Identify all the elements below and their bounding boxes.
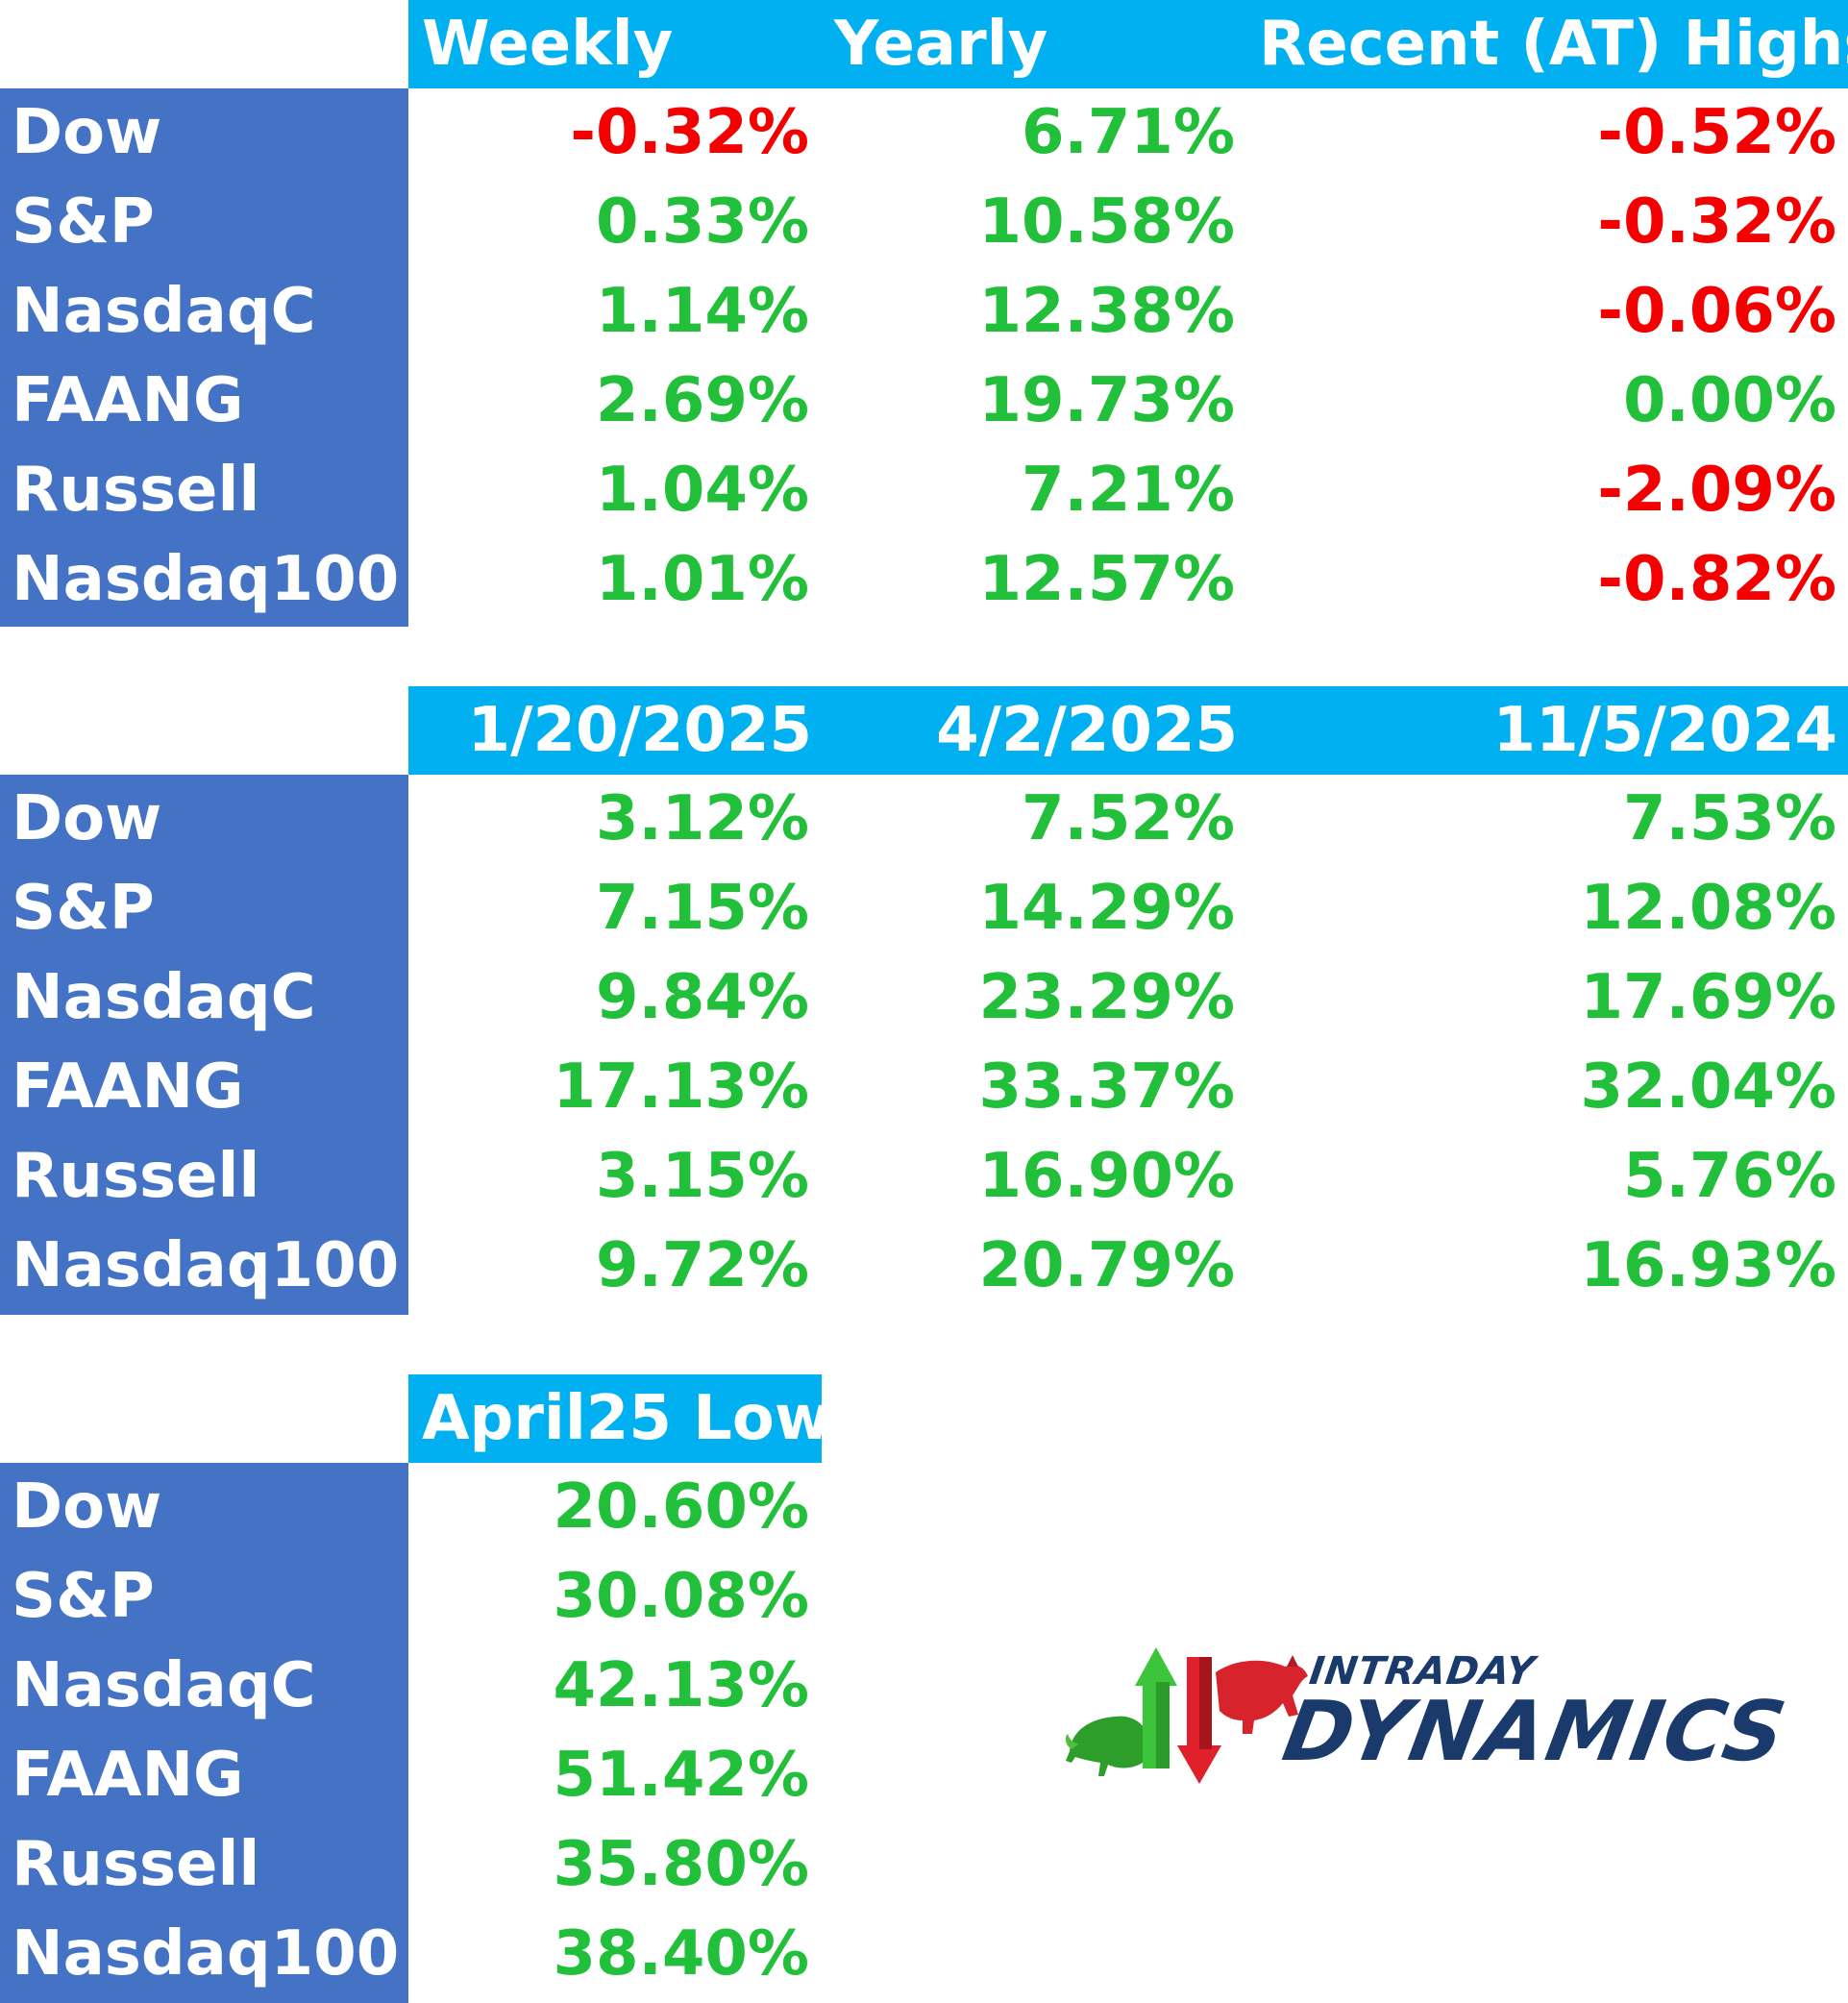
down-arrow-icon — [1177, 1657, 1221, 1784]
row-label-column — [0, 775, 408, 1315]
table-row: Dow 3.12% 7.52% 7.53% — [0, 775, 1848, 864]
table-row: FAANG 17.13% 33.37% 32.04% — [0, 1043, 1848, 1132]
value-cell: 33.37% — [978, 1051, 1235, 1123]
value-cell: 17.69% — [1580, 962, 1836, 1033]
value-cell: 9.84% — [595, 962, 809, 1033]
column-header: 11/5/2024 — [1492, 695, 1837, 766]
value-cell: 42.13% — [553, 1650, 809, 1721]
value-cell: 16.93% — [1580, 1230, 1836, 1301]
value-cell: 30.08% — [553, 1561, 809, 1632]
value-cell: 35.80% — [553, 1829, 809, 1900]
column-header: Recent (AT) Highs — [1259, 9, 1848, 80]
value-cell: 0.00% — [1622, 365, 1836, 436]
table-row: NasdaqC 42.13% — [0, 1642, 1848, 1731]
bull-icon — [1065, 1716, 1145, 1776]
row-label: NasdaqC — [12, 1650, 316, 1721]
value-cell: 1.01% — [595, 544, 809, 615]
table-row: Russell 1.04% 7.21% -2.09% — [0, 446, 1848, 535]
value-cell: 7.53% — [1622, 783, 1836, 854]
row-label: FAANG — [12, 1740, 244, 1811]
row-label: FAANG — [12, 365, 244, 436]
row-label: Russell — [12, 455, 260, 526]
up-arrow-icon — [1135, 1647, 1177, 1768]
table-row: S&P 7.15% 14.29% 12.08% — [0, 864, 1848, 953]
column-header: Weekly — [422, 9, 674, 80]
row-label: S&P — [12, 186, 155, 258]
bear-icon — [1216, 1655, 1308, 1734]
row-label: NasdaqC — [12, 276, 316, 347]
table-row: Nasdaq100 9.72% 20.79% 16.93% — [0, 1222, 1848, 1311]
table-row: Russell 3.15% 16.90% 5.76% — [0, 1132, 1848, 1222]
value-cell: -0.06% — [1597, 276, 1836, 347]
table-header-row: April25 Low — [408, 1374, 831, 1463]
table-row: Nasdaq100 38.40% — [0, 1910, 1848, 1999]
value-cell: 1.04% — [595, 455, 809, 526]
column-header: 1/20/2025 — [467, 695, 812, 766]
table-row: Dow 20.60% — [0, 1463, 1848, 1552]
logo-graphic — [1065, 1647, 1308, 1784]
value-cell: -0.32% — [1597, 186, 1836, 258]
value-cell: -0.52% — [1597, 97, 1836, 168]
value-cell: 12.08% — [1580, 873, 1836, 944]
row-label-column — [0, 88, 408, 627]
value-cell: 12.57% — [978, 544, 1235, 615]
value-cell: 7.15% — [595, 873, 809, 944]
value-cell: 7.21% — [1021, 455, 1235, 526]
value-cell: 10.58% — [978, 186, 1235, 258]
value-cell: 6.71% — [1021, 97, 1235, 168]
row-label: S&P — [12, 873, 155, 944]
row-label: Dow — [12, 783, 162, 854]
value-cell: 38.40% — [553, 1918, 809, 1990]
table-row: Nasdaq100 1.01% 12.57% -0.82% — [0, 535, 1848, 625]
table-row: S&P 0.33% 10.58% -0.32% — [0, 178, 1848, 267]
value-cell: 23.29% — [978, 962, 1235, 1033]
row-label: Russell — [12, 1829, 260, 1900]
value-cell: 20.60% — [553, 1471, 809, 1543]
value-cell: -0.82% — [1597, 544, 1836, 615]
table-row: NasdaqC 9.84% 23.29% 17.69% — [0, 953, 1848, 1043]
value-cell: 14.29% — [978, 873, 1235, 944]
row-label-column — [0, 1463, 408, 2003]
value-cell: 0.33% — [595, 186, 809, 258]
table-header-row: 1/20/2025 4/2/2025 11/5/2024 — [408, 686, 1848, 775]
table-row: FAANG 51.42% — [0, 1731, 1848, 1820]
value-cell: -0.32% — [570, 97, 809, 168]
value-cell: 17.13% — [553, 1051, 809, 1123]
row-label: Nasdaq100 — [12, 1918, 400, 1990]
table-row: Russell 35.80% — [0, 1820, 1848, 1910]
row-label: Nasdaq100 — [12, 544, 400, 615]
value-cell: 51.42% — [553, 1740, 809, 1811]
value-cell: 2.69% — [595, 365, 809, 436]
value-cell: -2.09% — [1597, 455, 1836, 526]
row-label: NasdaqC — [12, 962, 316, 1033]
value-cell: 3.15% — [595, 1141, 809, 1212]
row-label: Dow — [12, 1471, 162, 1543]
intraday-dynamics-logo: INTRADAY DYNAMICS — [1062, 1634, 1794, 1788]
row-label: Russell — [12, 1141, 260, 1212]
logo-text-dynamics: DYNAMICS — [1276, 1684, 1794, 1780]
value-cell: 9.72% — [595, 1230, 809, 1301]
value-cell: 3.12% — [595, 783, 809, 854]
column-header: April25 Low — [422, 1383, 831, 1454]
value-cell: 7.52% — [1021, 783, 1235, 854]
value-cell: 12.38% — [978, 276, 1235, 347]
value-cell: 32.04% — [1580, 1051, 1836, 1123]
column-header: 4/2/2025 — [936, 695, 1238, 766]
table-row: S&P 30.08% — [0, 1552, 1848, 1642]
row-label: S&P — [12, 1561, 155, 1632]
value-cell: 1.14% — [595, 276, 809, 347]
value-cell: 5.76% — [1622, 1141, 1836, 1212]
table-row: Dow -0.32% 6.71% -0.52% — [0, 88, 1848, 178]
table-row: FAANG 2.69% 19.73% 0.00% — [0, 357, 1848, 446]
table-row: NasdaqC 1.14% 12.38% -0.06% — [0, 267, 1848, 357]
row-label: FAANG — [12, 1051, 244, 1123]
value-cell: 16.90% — [978, 1141, 1235, 1212]
value-cell: 19.73% — [978, 365, 1235, 436]
row-label: Nasdaq100 — [12, 1230, 400, 1301]
column-header: Yearly — [834, 9, 1048, 80]
value-cell: 20.79% — [978, 1230, 1235, 1301]
row-label: Dow — [12, 97, 162, 168]
table-header-row: Weekly Yearly Recent (AT) Highs — [408, 0, 1848, 88]
